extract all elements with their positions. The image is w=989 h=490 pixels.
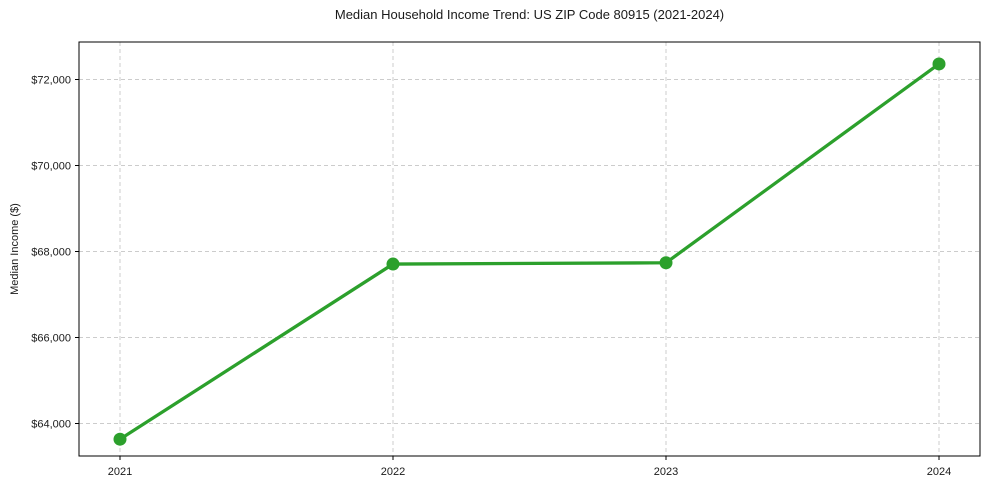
x-tick-label: 2024 <box>927 466 951 478</box>
y-tick-label: $68,000 <box>31 247 71 259</box>
x-tick-label: 2023 <box>654 466 678 478</box>
data-point-2023 <box>659 256 673 270</box>
y-tick-label: $66,000 <box>31 333 71 345</box>
data-point-2021 <box>113 432 127 446</box>
trend-line <box>118 62 941 441</box>
data-point-2022 <box>386 257 400 271</box>
y-tick-label: $70,000 <box>31 161 71 173</box>
plot-border <box>78 41 981 457</box>
x-tick-label: 2022 <box>381 466 405 478</box>
chart-title: Median Household Income Trend: US ZIP Co… <box>334 7 725 22</box>
x-tick-label: 2021 <box>108 466 132 478</box>
y-tick-label: $72,000 <box>31 74 71 86</box>
y-tick-label: $64,000 <box>31 419 71 431</box>
data-point-2024 <box>932 57 946 71</box>
